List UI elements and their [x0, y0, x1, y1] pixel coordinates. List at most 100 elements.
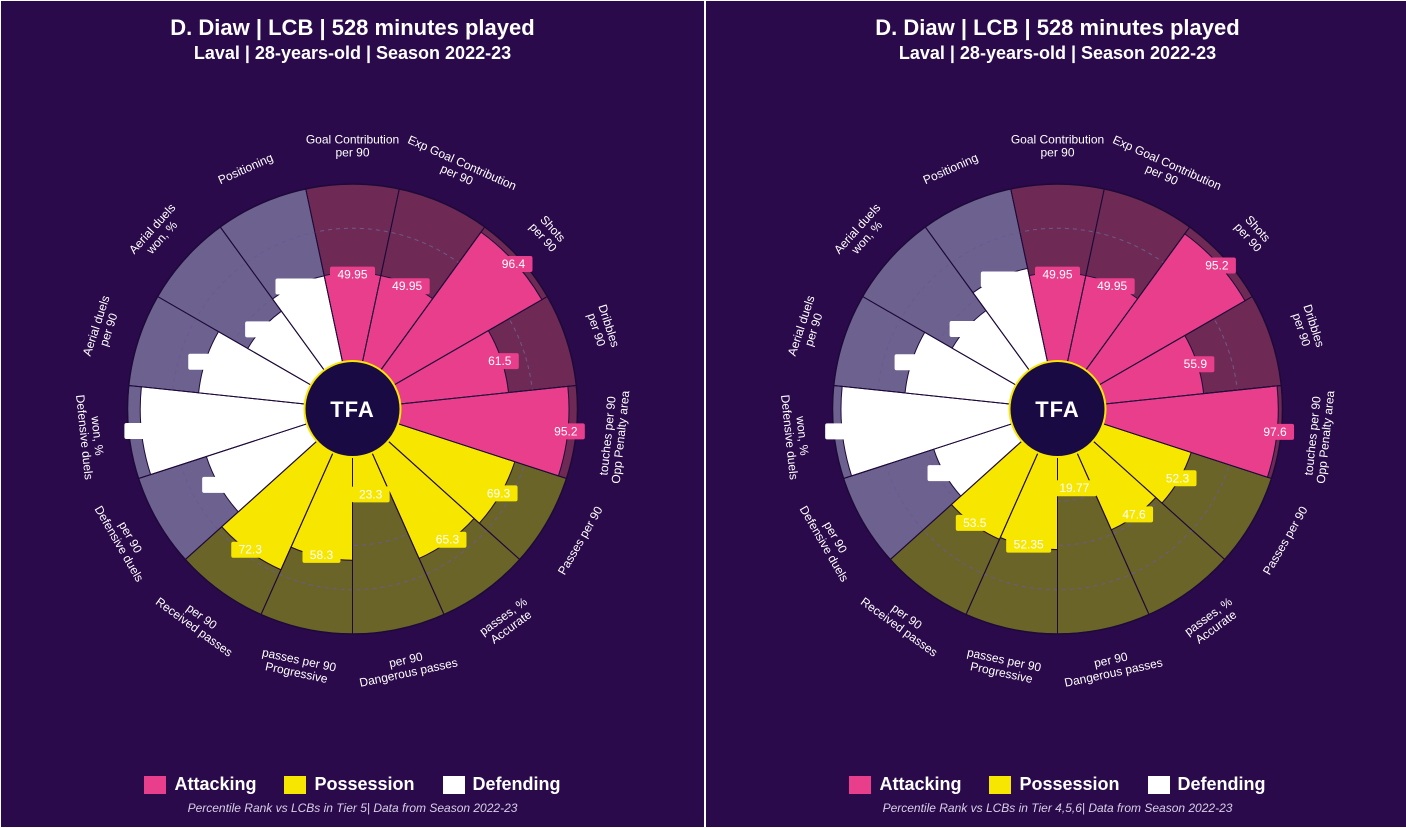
metric-label-defensive_duels_won: won, %Defensive duels — [73, 393, 109, 481]
metric-label-dangerous_passes: per 90Dangerous passes — [1060, 643, 1163, 690]
chart-area: 49.95 49.95 96.4 61.5 95.2 69.3 65.3 23.3 58.3 72… — [1, 64, 704, 774]
value-label-aerial_duels_won: 41.6 — [957, 322, 981, 336]
svg-text:Goal Contribution: Goal Contribution — [306, 133, 399, 147]
svg-text:Passes per 90: Passes per 90 — [555, 504, 606, 578]
legend-item-attacking: Attacking — [849, 774, 961, 795]
metric-label-shots: Shotsper 90 — [527, 211, 570, 255]
legend-swatch — [144, 776, 166, 794]
value-label-defensive_duels: 59.7 — [209, 478, 233, 492]
center-logo-text: TFA — [1035, 397, 1080, 422]
value-label-positioning: 54.1 — [988, 272, 1012, 286]
value-label-shots: 95.2 — [1205, 258, 1229, 272]
titles: D. Diaw | LCB | 528 minutes playedLaval … — [875, 15, 1239, 64]
value-label-received_passes: 53.5 — [963, 516, 987, 530]
metric-label-dribbles: Dribblesper 90 — [583, 303, 622, 353]
metric-label-defensive_duels: per 90Defensive duels — [797, 497, 863, 584]
value-label-aerial_duels: 60.3 — [196, 355, 220, 369]
legend-item-defending: Defending — [1148, 774, 1266, 795]
value-label-aerial_duels_won: 41.2 — [252, 322, 276, 336]
metric-label-aerial_duels_won: Aerial duelswon, % — [126, 201, 188, 266]
value-label-goal_contribution: 49.95 — [337, 268, 367, 282]
metric-label-progressive_passes: passes per 90Progressive — [963, 645, 1043, 687]
value-label-opp_pen_touches: 95.2 — [554, 424, 578, 438]
center-logo-text: TFA — [330, 397, 375, 422]
titles: D. Diaw | LCB | 528 minutes playedLaval … — [170, 15, 534, 64]
chart-subtitle: Laval | 28-years-old | Season 2022-23 — [170, 43, 534, 64]
value-label-positioning: 49.75 — [283, 280, 313, 294]
metric-label-accurate_passes: passes, %Accurate — [1182, 594, 1243, 649]
value-label-passes: 69.3 — [487, 486, 511, 500]
metric-label-shots: Shotsper 90 — [1232, 211, 1275, 255]
metric-label-positioning: Positioning — [921, 150, 980, 187]
value-label-dangerous_passes: 23.3 — [359, 487, 383, 501]
value-label-shots: 96.4 — [502, 257, 526, 271]
panel-left: D. Diaw | LCB | 528 minutes playedLaval … — [0, 0, 705, 828]
chart-subtitle: Laval | 28-years-old | Season 2022-23 — [875, 43, 1239, 64]
svg-text:per 90: per 90 — [1040, 146, 1074, 160]
metric-label-dribbles: Dribblesper 90 — [1288, 303, 1327, 353]
value-label-progressive_passes: 58.3 — [310, 548, 334, 562]
metric-label-accurate_passes: passes, %Accurate — [477, 594, 538, 649]
legend-item-defending: Defending — [443, 774, 561, 795]
svg-text:Passes per 90: Passes per 90 — [1260, 504, 1311, 578]
value-label-passes: 52.3 — [1166, 471, 1190, 485]
value-label-progressive_passes: 52.35 — [1014, 538, 1044, 552]
metric-label-defensive_duels: per 90Defensive duels — [92, 497, 158, 584]
svg-text:Defensive duels: Defensive duels — [73, 394, 96, 480]
panel-right: D. Diaw | LCB | 528 minutes playedLaval … — [705, 0, 1406, 828]
value-label-opp_pen_touches: 97.6 — [1263, 425, 1287, 439]
value-label-exp_goal_contribution: 49.95 — [1097, 279, 1127, 293]
metric-label-aerial_duels: Aerial duelsper 90 — [80, 294, 125, 362]
metric-label-progressive_passes: passes per 90Progressive — [258, 645, 338, 687]
legend-label: Attacking — [879, 774, 961, 795]
legend-swatch — [284, 776, 306, 794]
value-label-dangerous_passes: 19.77 — [1059, 481, 1089, 495]
legend-label: Possession — [1019, 774, 1119, 795]
chart-area: 49.95 49.95 95.2 55.9 97.6 52.3 47.6 19.77 52.35… — [706, 64, 1406, 774]
chart-title: D. Diaw | LCB | 528 minutes played — [875, 15, 1239, 41]
legend: Attacking Possession Defending — [849, 774, 1265, 795]
page-root: D. Diaw | LCB | 528 minutes playedLaval … — [0, 0, 1406, 828]
chart-title: D. Diaw | LCB | 528 minutes played — [170, 15, 534, 41]
value-label-accurate_passes: 65.3 — [436, 533, 460, 547]
metric-label-positioning: Positioning — [216, 150, 275, 187]
legend-swatch — [1148, 776, 1170, 794]
value-label-dribbles: 55.9 — [1184, 357, 1208, 371]
value-label-accurate_passes: 47.6 — [1122, 507, 1146, 521]
footnote: Percentile Rank vs LCBs in Tier 5| Data … — [188, 801, 518, 815]
legend-label: Defending — [473, 774, 561, 795]
metric-label-aerial_duels: Aerial duelsper 90 — [785, 294, 830, 362]
value-label-defensive_duels_won: 95.2 — [832, 424, 856, 438]
footnote: Percentile Rank vs LCBs in Tier 4,5,6| D… — [883, 801, 1233, 815]
value-label-defensive_duels_won: 92.8 — [132, 424, 156, 438]
legend-item-possession: Possession — [284, 774, 414, 795]
metric-label-goal_contribution: Goal Contributionper 90 — [306, 133, 399, 160]
value-label-goal_contribution: 49.95 — [1042, 268, 1072, 282]
legend-label: Defending — [1178, 774, 1266, 795]
legend-item-possession: Possession — [989, 774, 1119, 795]
value-label-received_passes: 72.3 — [239, 543, 263, 557]
radar-chart: 49.95 49.95 96.4 61.5 95.2 69.3 65.3 23.3 58.3 72… — [1, 99, 704, 739]
svg-text:per 90: per 90 — [335, 146, 369, 160]
metric-label-passes: Passes per 90 — [555, 504, 606, 578]
radar-chart: 49.95 49.95 95.2 55.9 97.6 52.3 47.6 19.77 52.35… — [706, 99, 1406, 739]
svg-text:Goal Contribution: Goal Contribution — [1011, 133, 1104, 147]
metric-label-aerial_duels_won: Aerial duelswon, % — [831, 201, 893, 266]
svg-text:Positioning: Positioning — [216, 150, 275, 187]
legend-swatch — [989, 776, 1011, 794]
svg-text:Positioning: Positioning — [921, 150, 980, 187]
metric-label-goal_contribution: Goal Contributionper 90 — [1011, 133, 1104, 160]
legend-item-attacking: Attacking — [144, 774, 256, 795]
value-label-aerial_duels: 59.5 — [902, 355, 926, 369]
legend: Attacking Possession Defending — [144, 774, 560, 795]
legend-swatch — [849, 776, 871, 794]
metric-label-passes: Passes per 90 — [1260, 504, 1311, 578]
svg-text:Defensive duels: Defensive duels — [778, 394, 801, 480]
value-label-exp_goal_contribution: 49.95 — [392, 279, 422, 293]
legend-swatch — [443, 776, 465, 794]
metric-label-opp_pen_touches: touches per 90Opp Penalty area — [1301, 388, 1338, 484]
value-label-defensive_duels: 46.4 — [935, 466, 959, 480]
metric-label-dangerous_passes: per 90Dangerous passes — [355, 643, 458, 690]
metric-label-opp_pen_touches: touches per 90Opp Penalty area — [596, 388, 633, 484]
value-label-dribbles: 61.5 — [488, 354, 512, 368]
